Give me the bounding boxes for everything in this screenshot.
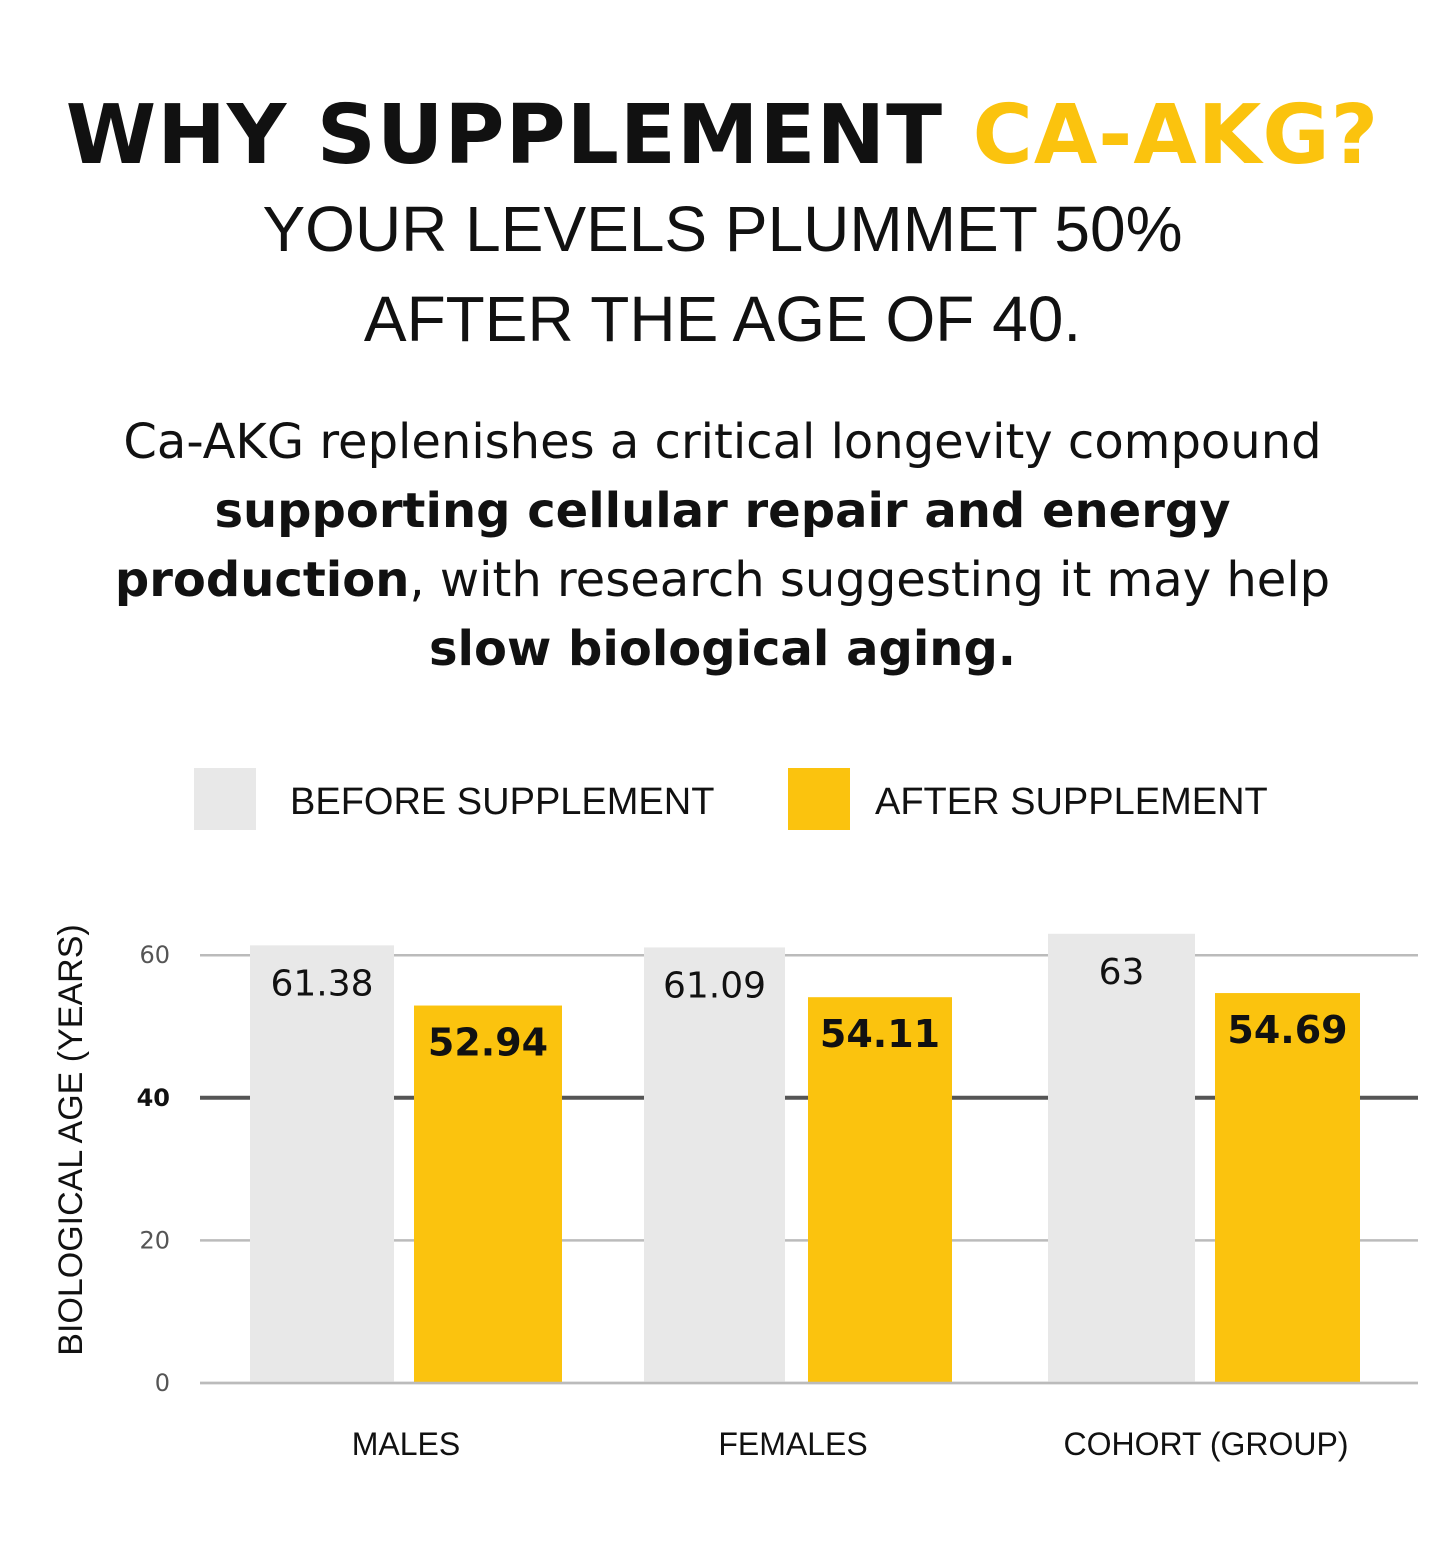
- x-category-label: COHORT (GROUP): [1063, 1426, 1348, 1462]
- bar-before-2: [1048, 933, 1195, 1383]
- description-paragraph: Ca-AKG replenishes a critical longevity …: [90, 408, 1355, 684]
- y-tick-label: 0: [155, 1369, 170, 1397]
- legend-label-after: AFTER SUPPLEMENT: [875, 781, 1268, 823]
- x-category-label: MALES: [352, 1426, 460, 1462]
- x-category-label: FEMALES: [718, 1426, 867, 1462]
- bar-label-before: 63: [1099, 952, 1145, 993]
- bar-after-1: [808, 997, 952, 1383]
- bar-label-after: 54.69: [1227, 1008, 1347, 1052]
- bar-label-before: 61.09: [663, 965, 766, 1006]
- title-highlight: CA-AKG?: [972, 88, 1380, 183]
- bar-label-after: 52.94: [428, 1021, 548, 1065]
- bar-label-before: 61.38: [270, 963, 373, 1004]
- para-bold-2: slow biological aging.: [428, 621, 1017, 677]
- legend-swatch-before: [194, 768, 256, 830]
- para-text-1: Ca-AKG replenishes a critical longevity …: [123, 414, 1322, 470]
- legend-label-before: BEFORE SUPPLEMENT: [290, 781, 714, 823]
- bar-before-1: [644, 947, 785, 1383]
- y-tick-label: 40: [137, 1084, 170, 1112]
- y-axis-label: BIOLOGICAL AGE (YEARS): [52, 924, 90, 1355]
- bar-label-after: 54.11: [820, 1012, 940, 1056]
- subtitle-line-1: YOUR LEVELS PLUMMET 50%: [262, 193, 1183, 265]
- page-title: WHY SUPPLEMENT CA-AKG?: [0, 88, 1445, 183]
- bar-after-2: [1215, 993, 1360, 1383]
- title-text: WHY SUPPLEMENT: [65, 88, 944, 183]
- para-bold-1: supporting cellular repair and energy pr…: [114, 483, 1231, 608]
- y-tick-label: 20: [139, 1226, 170, 1254]
- legend-swatch-after: [788, 768, 850, 830]
- subtitle-line-2: AFTER THE AGE OF 40.: [363, 283, 1082, 355]
- y-tick-label: 60: [139, 941, 170, 969]
- bar-before-0: [250, 945, 394, 1383]
- bar-after-0: [414, 1005, 562, 1383]
- para-text-2: , with research suggesting it may help: [409, 552, 1331, 608]
